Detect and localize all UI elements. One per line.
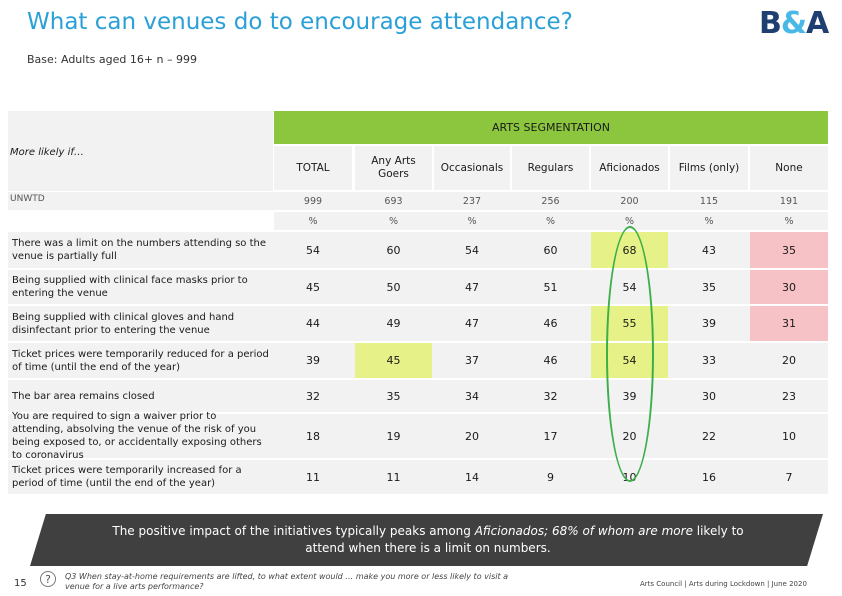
source-note: Arts Council | Arts during Lockdown | Ju… [640,580,807,588]
data-cell: 39 [702,317,716,330]
question-text: Q3 When stay-at-home requirements are li… [65,572,509,592]
data-cell: 19 [386,429,401,443]
unwtd-row [8,192,828,210]
summary-text-emphasis: Aficionados; 68% of whom are more [474,524,693,538]
unwtd-cell: 237 [462,195,482,207]
data-cell: 30 [702,389,716,403]
data-cell: 34 [465,389,479,403]
data-cell: 54 [306,243,320,257]
unwtd-cell: 256 [541,195,560,207]
summary-text: The positive impact of the initiatives t… [100,523,756,558]
data-cell: 32 [306,389,320,403]
data-cell: 30 [750,270,828,304]
data-cell: 22 [702,429,716,443]
data-cell: 14 [465,470,479,484]
row-label: Being supplied with clinical face masks … [12,275,248,299]
highlight-oval [606,226,654,482]
data-cell: 11 [306,470,320,484]
data-cell: 9 [547,470,554,484]
question-icon: ? [40,571,56,587]
data-cell: 51 [543,280,558,294]
data-cell: 33 [702,354,716,367]
percent-cell: % [704,215,714,227]
data-cell: 7 [785,470,793,484]
data-cell: 32 [543,389,558,403]
unwtd-cell: 191 [779,195,799,207]
page-title: What can venues do to encourage attendan… [27,9,573,35]
column-header: Films (only) [670,146,748,190]
column-header: Any Arts Goers [355,146,432,190]
data-cell: 45 [306,280,320,294]
data-cell: 44 [306,317,320,330]
row-label: There was a limit on the numbers attendi… [12,238,267,262]
corner-cell [8,111,273,191]
data-cell: 60 [543,243,558,257]
table-row [8,414,828,458]
base-subtitle: Base: Adults aged 16+ n – 999 [27,53,198,66]
percent-cell: % [545,215,556,227]
data-cell: 43 [702,243,716,257]
data-cell: 54 [465,243,479,257]
data-cell: 20 [465,429,479,443]
unwtd-label: UNWTD [10,194,45,204]
data-cell: 23 [782,389,796,403]
column-header: None [750,146,828,190]
table-row [8,460,828,494]
corner-label: More likely if… [10,147,84,158]
percent-row [274,212,828,230]
table-row [8,270,828,304]
row-label: Ticket prices were temporarily reduced f… [12,348,269,373]
table-row [8,232,828,268]
data-cell: 49 [386,317,401,330]
logo-ampersand: & [780,6,807,41]
data-cell: 39 [306,354,320,367]
unwtd-cell: 200 [620,195,639,207]
data-cell: 47 [465,317,479,330]
column-header: Occasionals [434,146,510,190]
column-header: Regulars [512,146,589,190]
page-number: 15 [14,578,27,589]
data-cell: 31 [750,306,828,341]
data-cell: 10 [782,429,796,443]
brand-logo: B&A [759,6,829,41]
row-label: The bar area remains closed [12,390,155,402]
unwtd-cell: 693 [384,195,403,207]
percent-cell: % [308,215,318,227]
data-cell: 45 [355,343,432,378]
segment-heading: ARTS SEGMENTATION [274,111,828,144]
data-cell: 60 [386,243,401,257]
logo-b: B [759,6,782,41]
percent-cell: % [388,215,399,227]
data-cell: 35 [702,280,716,294]
data-cell: 20 [782,354,796,367]
column-header: Aficionados [591,146,668,190]
unwtd-cell: 115 [699,195,719,207]
data-cell: 50 [386,280,401,294]
data-cell: 46 [543,354,558,367]
data-cell: 16 [702,470,716,484]
row-label: You are required to sign a waiver prior … [12,411,262,461]
column-header: TOTAL [274,146,352,190]
percent-cell: % [467,215,477,227]
percent-cell: % [784,215,794,227]
data-cell: 47 [465,280,479,294]
unwtd-cell: 999 [303,195,323,207]
percent-cell: % [624,215,635,227]
data-cell: 35 [750,232,828,268]
data-cell: 17 [543,429,558,443]
table-row [8,306,828,341]
table-row [8,380,828,412]
summary-banner [30,514,823,566]
data-cell: 18 [306,429,320,443]
summary-text-start: The positive impact of the initiatives t… [112,524,475,538]
data-cell: 35 [386,389,401,403]
data-cell: 11 [386,470,401,484]
data-cell: 37 [465,354,479,367]
summary-text-end: likely to attend when there is a limit o… [305,524,744,556]
row-label: Being supplied with clinical gloves and … [12,311,235,336]
row-label: Ticket prices were temporarily increased… [12,465,242,489]
logo-a: A [806,6,829,41]
data-cell: 46 [543,317,558,330]
